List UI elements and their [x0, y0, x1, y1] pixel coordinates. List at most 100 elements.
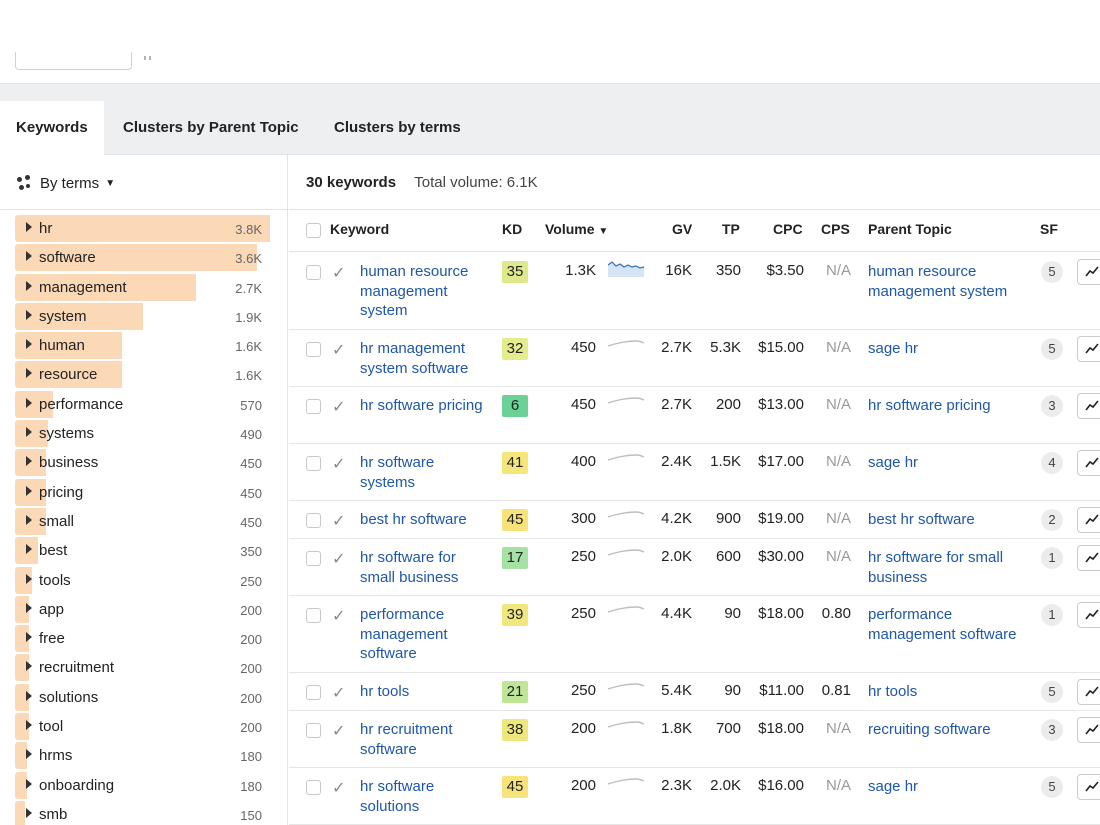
expand-arrow-icon[interactable]: [26, 485, 32, 496]
term-item[interactable]: management 2.7K: [15, 273, 273, 302]
term-item[interactable]: systems 490: [15, 419, 273, 448]
tab-keywords[interactable]: Keywords: [0, 101, 104, 155]
trend-chart-button[interactable]: [1077, 336, 1100, 362]
keyword-link[interactable]: hr software pricing: [360, 397, 483, 414]
keyword-link[interactable]: performance management software: [360, 606, 448, 662]
keyword-link[interactable]: hr software for small business: [360, 549, 459, 586]
expand-arrow-icon[interactable]: [26, 251, 32, 262]
checkmark-icon[interactable]: ✓: [332, 265, 346, 282]
keyword-link[interactable]: hr recruitment software: [360, 721, 453, 758]
expand-arrow-icon[interactable]: [26, 222, 32, 232]
expand-arrow-icon[interactable]: [26, 280, 32, 291]
header-tp[interactable]: TP: [722, 221, 740, 237]
checkmark-icon[interactable]: ✓: [332, 456, 346, 473]
header-gv[interactable]: GV: [672, 221, 693, 237]
term-item[interactable]: free 200: [15, 624, 273, 653]
term-item[interactable]: hr 3.8K: [15, 214, 273, 243]
parent-topic-link[interactable]: human resource management system: [868, 263, 1008, 300]
keyword-link[interactable]: hr software solutions: [360, 778, 435, 815]
term-item[interactable]: app 200: [15, 595, 273, 624]
expand-arrow-icon[interactable]: [26, 690, 32, 701]
select-all-checkbox[interactable]: [306, 223, 321, 238]
row-checkbox[interactable]: [306, 513, 321, 528]
checkmark-icon[interactable]: ✓: [332, 685, 346, 702]
parent-topic-link[interactable]: hr tools: [868, 683, 918, 700]
checkmark-icon[interactable]: ✓: [332, 608, 346, 625]
trend-chart-button[interactable]: [1077, 679, 1100, 705]
term-item[interactable]: tools 250: [15, 566, 273, 595]
checkmark-icon[interactable]: ✓: [332, 780, 346, 797]
expand-arrow-icon[interactable]: [26, 514, 32, 525]
trend-chart-button[interactable]: [1077, 393, 1100, 419]
row-checkbox[interactable]: [306, 685, 321, 700]
term-item[interactable]: resource 1.6K: [15, 360, 273, 389]
term-item[interactable]: small 450: [15, 507, 273, 536]
term-item[interactable]: best 350: [15, 536, 273, 565]
expand-arrow-icon[interactable]: [26, 544, 32, 555]
trend-chart-button[interactable]: [1077, 507, 1100, 533]
row-checkbox[interactable]: [306, 723, 321, 738]
term-item[interactable]: business 450: [15, 448, 273, 477]
trend-chart-button[interactable]: [1077, 450, 1100, 476]
expand-arrow-icon[interactable]: [26, 661, 32, 672]
parent-topic-link[interactable]: recruiting software: [868, 721, 991, 738]
expand-arrow-icon[interactable]: [26, 339, 32, 350]
keyword-link[interactable]: hr tools: [360, 683, 410, 700]
expand-arrow-icon[interactable]: [26, 807, 32, 818]
parent-topic-link[interactable]: hr software pricing: [868, 397, 991, 414]
term-item[interactable]: software 3.6K: [15, 243, 273, 272]
term-item[interactable]: performance 570: [15, 390, 273, 419]
term-item[interactable]: onboarding 180: [15, 771, 273, 800]
checkmark-icon[interactable]: ✓: [332, 399, 346, 416]
checkmark-icon[interactable]: ✓: [332, 551, 346, 568]
term-item[interactable]: system 1.9K: [15, 302, 273, 331]
keyword-link[interactable]: human resource management system: [360, 263, 469, 319]
parent-topic-link[interactable]: sage hr: [868, 454, 919, 471]
header-cps[interactable]: CPS: [821, 221, 850, 237]
header-parent-topic[interactable]: Parent Topic: [868, 221, 952, 237]
expand-arrow-icon[interactable]: [26, 602, 32, 613]
keyword-link[interactable]: best hr software: [360, 511, 467, 528]
header-cpc[interactable]: CPC: [773, 221, 803, 237]
term-item[interactable]: human 1.6K: [15, 331, 273, 360]
expand-arrow-icon[interactable]: [26, 309, 32, 320]
expand-arrow-icon[interactable]: [26, 456, 32, 467]
trend-chart-button[interactable]: [1077, 602, 1100, 628]
row-checkbox[interactable]: [306, 342, 321, 357]
expand-arrow-icon[interactable]: [26, 720, 32, 731]
header-sf[interactable]: SF: [1040, 221, 1058, 237]
term-item[interactable]: solutions 200: [15, 683, 273, 712]
partial-filter-input[interactable]: [15, 52, 132, 70]
parent-topic-link[interactable]: sage hr: [868, 340, 919, 357]
expand-arrow-icon[interactable]: [26, 749, 32, 760]
row-checkbox[interactable]: [306, 399, 321, 414]
expand-arrow-icon[interactable]: [26, 632, 32, 643]
expand-arrow-icon[interactable]: [26, 573, 32, 584]
row-checkbox[interactable]: [306, 780, 321, 795]
term-item[interactable]: tool 200: [15, 712, 273, 741]
row-checkbox[interactable]: [306, 551, 321, 566]
keyword-link[interactable]: hr software systems: [360, 454, 435, 491]
trend-chart-button[interactable]: [1077, 259, 1100, 285]
parent-topic-link[interactable]: performance management software: [868, 606, 1017, 643]
row-checkbox[interactable]: [306, 456, 321, 471]
expand-arrow-icon[interactable]: [26, 397, 32, 408]
header-volume[interactable]: Volume ▼: [545, 221, 608, 237]
parent-topic-link[interactable]: sage hr: [868, 778, 919, 795]
row-checkbox[interactable]: [306, 265, 321, 280]
trend-chart-button[interactable]: [1077, 545, 1100, 571]
parent-topic-link[interactable]: best hr software: [868, 511, 975, 528]
trend-chart-button[interactable]: [1077, 774, 1100, 800]
term-item[interactable]: pricing 450: [15, 478, 273, 507]
checkmark-icon[interactable]: ✓: [332, 342, 346, 359]
parent-topic-link[interactable]: hr software for small business: [868, 549, 1004, 586]
grouping-dropdown[interactable]: By terms ▼: [16, 173, 115, 193]
expand-arrow-icon[interactable]: [26, 368, 32, 379]
term-item[interactable]: recruitment 200: [15, 653, 273, 682]
expand-arrow-icon[interactable]: [26, 427, 32, 438]
keyword-link[interactable]: hr management system software: [360, 340, 469, 377]
checkmark-icon[interactable]: ✓: [332, 723, 346, 740]
trend-chart-button[interactable]: [1077, 717, 1100, 743]
tab-clusters-by-parent-topic[interactable]: Clusters by Parent Topic: [123, 119, 299, 136]
expand-arrow-icon[interactable]: [26, 778, 32, 789]
